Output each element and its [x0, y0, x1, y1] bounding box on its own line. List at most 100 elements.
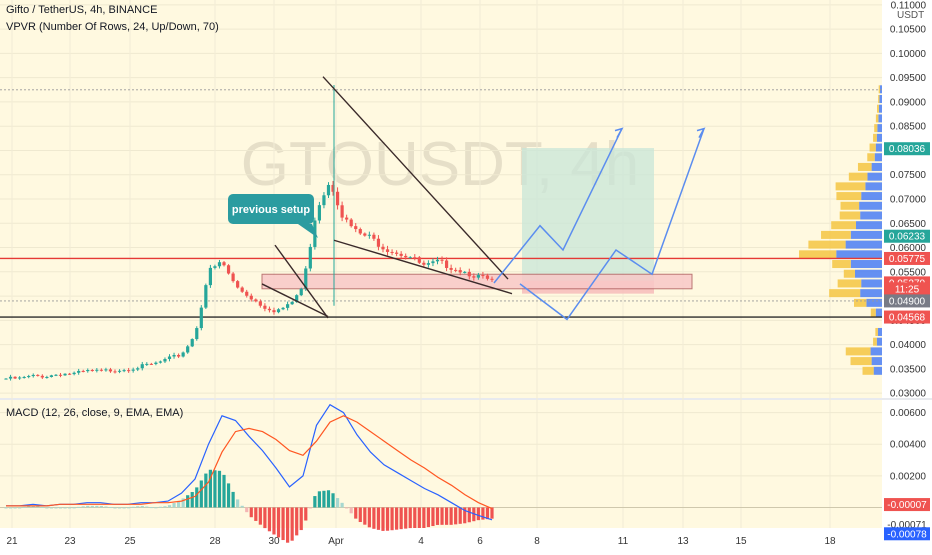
macd-hist-negative	[449, 507, 453, 525]
candle-up	[213, 266, 217, 268]
currency-label: USDT	[897, 10, 925, 21]
macd-hist-positive	[127, 507, 131, 509]
candle-up	[63, 373, 67, 376]
macd-hist-negative	[281, 507, 285, 541]
volume-profile-down-bar	[837, 279, 862, 288]
macd-hist-positive	[322, 490, 326, 508]
candle-down	[81, 370, 85, 372]
macd-hist-positive	[113, 507, 117, 509]
price-tick-label: 0.07500	[890, 170, 927, 181]
volume-profile-up-bar	[861, 192, 882, 201]
candle-down	[376, 238, 381, 247]
time-tick-label: 6	[477, 536, 483, 547]
macd-hist-negative	[458, 507, 462, 524]
volume-profile-down-bar	[870, 308, 876, 317]
macd-hist-positive	[104, 506, 108, 508]
volume-profile-up-bar	[875, 308, 882, 317]
price-axis-badge	[884, 310, 930, 324]
price-tick-label: 0.07000	[890, 195, 927, 206]
candle-down	[449, 267, 453, 270]
macd-hist-negative	[417, 507, 421, 528]
macd-hist-positive	[77, 506, 81, 508]
volume-profile-up-bar	[879, 85, 882, 94]
macd-axis-badge	[884, 498, 930, 512]
volume-profile-down-bar	[831, 221, 856, 230]
candle-down	[254, 299, 258, 302]
volume-profile-up-bar	[871, 162, 882, 171]
volume-profile-down-bar	[843, 269, 855, 278]
macd-hist-positive	[90, 505, 94, 508]
candle-down	[422, 262, 426, 265]
price-tick-label: 0.04000	[890, 340, 927, 351]
candle-up	[326, 184, 331, 196]
candle-up	[431, 261, 435, 264]
macd-hist-positive	[186, 495, 190, 508]
macd-hist-negative	[476, 507, 480, 521]
time-tick-label: 13	[677, 536, 689, 547]
candle-up	[136, 368, 140, 370]
macd-tick-label: 0.00200	[890, 471, 927, 482]
macd-hist-negative	[299, 507, 303, 531]
macd-axis-badge	[884, 527, 930, 541]
candle-down	[13, 376, 17, 379]
candle-up	[435, 259, 440, 262]
macd-hist-negative	[263, 507, 267, 529]
macd-hist-negative	[485, 507, 490, 520]
macd-hist-negative	[408, 507, 412, 529]
macd-tick-label: 0.00400	[890, 440, 927, 451]
volume-profile-down-bar	[829, 289, 861, 298]
price-axis-badge-text: 11:25	[895, 284, 920, 295]
volume-profile-up-bar	[850, 260, 882, 269]
macd-hist-positive	[67, 507, 72, 509]
candle-down	[176, 354, 181, 357]
macd-axis-badge-text: -0.00007	[887, 500, 927, 511]
macd-hist-negative	[454, 507, 458, 525]
chart-title: Gifto / TetherUS, 4h, BINANCE	[6, 4, 158, 16]
candle-down	[263, 305, 267, 309]
macd-hist-negative	[435, 507, 440, 525]
candle-down	[358, 229, 362, 234]
macd-hist-negative	[290, 507, 294, 541]
macd-hist-positive	[158, 506, 163, 508]
time-tick-label: 18	[824, 536, 836, 547]
time-tick-label: 28	[209, 536, 221, 547]
macd-hist-positive	[317, 491, 322, 508]
time-tick-label: 11	[618, 536, 629, 547]
candle-down	[331, 184, 335, 192]
wedge1-lower-line	[261, 283, 329, 318]
candle-up	[299, 288, 303, 296]
price-tick-label: 0.11000	[891, 0, 927, 11]
candle-up	[308, 246, 312, 269]
target-zone	[522, 148, 654, 281]
volume-profile-down-bar	[835, 182, 866, 191]
price-tick-label: 0.10000	[890, 49, 927, 60]
candle-down	[249, 295, 253, 300]
macd-hist-positive	[163, 506, 167, 508]
candle-up	[304, 268, 308, 289]
callout-label: previous setup	[232, 204, 311, 216]
candle-up	[77, 370, 81, 373]
candle-down	[349, 219, 353, 227]
macd-hist-negative	[404, 507, 408, 529]
macd-axis-badge-text: -0.00078	[887, 529, 927, 540]
wedge2-lower-line	[333, 239, 513, 295]
volume-profile-up-bar	[871, 357, 882, 366]
volume-profile-down-bar	[839, 211, 861, 220]
candle-down	[458, 270, 462, 273]
candle-up	[8, 376, 13, 379]
candle-down	[258, 301, 262, 306]
time-axis-background	[0, 528, 932, 550]
candle-up	[95, 369, 99, 371]
candle-up	[158, 361, 163, 363]
volume-profile-up-bar	[878, 114, 882, 123]
macd-hist-negative	[376, 507, 381, 530]
candle-down	[485, 275, 490, 279]
macd-hist-positive	[176, 500, 181, 508]
volume-profile-up-bar	[845, 240, 882, 249]
volume-profile-up-bar	[873, 366, 882, 375]
time-tick-label: Apr	[328, 536, 344, 547]
candle-down	[417, 257, 421, 263]
candle-up	[276, 309, 281, 313]
